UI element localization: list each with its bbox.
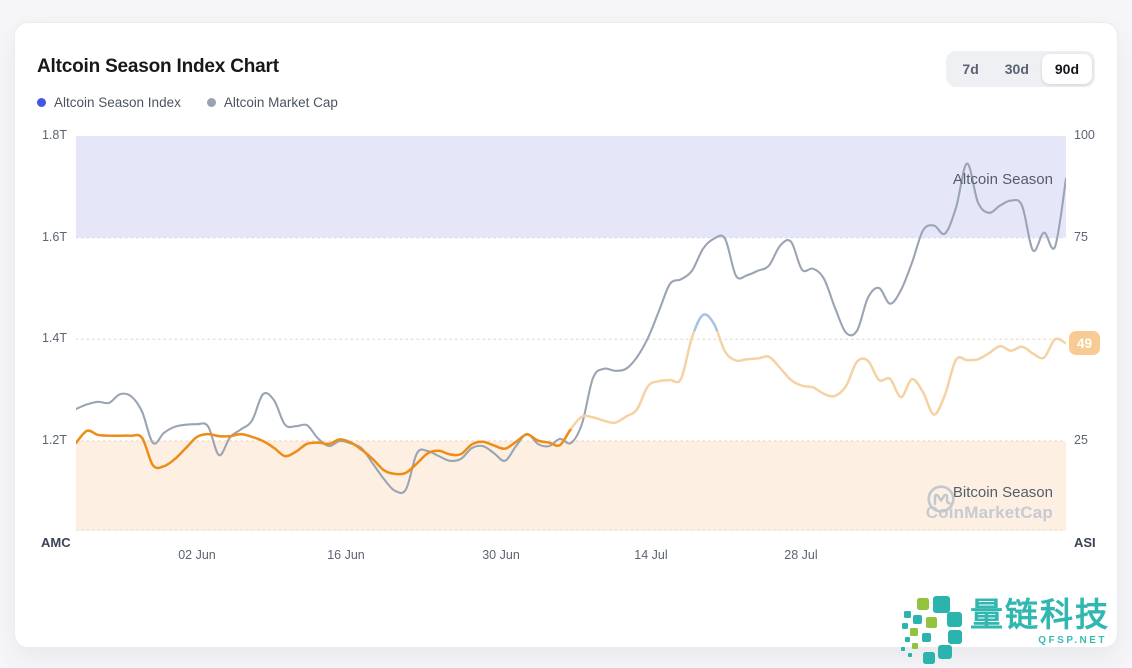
x-tick-label: 14 Jul <box>634 548 668 562</box>
range-button-7d[interactable]: 7d <box>949 54 991 84</box>
chart-legend: Altcoin Season Index Altcoin Market Cap <box>37 95 338 110</box>
chart-canvas <box>76 136 1066 531</box>
x-tick-label: 30 Jun <box>482 548 520 562</box>
site-watermark-subtext: QFSP.NET <box>1038 634 1107 646</box>
page-title: Altcoin Season Index Chart <box>37 56 279 77</box>
legend-item-altcoin-market-cap[interactable]: Altcoin Market Cap <box>206 95 338 110</box>
legend-label: Altcoin Market Cap <box>223 95 338 110</box>
y-axis-right-ticks: 100 75 25 <box>1074 128 1118 531</box>
y-tick-label: 1.8T <box>41 128 67 142</box>
y-tick-label: 1.4T <box>41 331 67 346</box>
legend-dot-marketcap-icon <box>206 98 216 107</box>
legend-label: Altcoin Season Index <box>54 95 181 110</box>
current-value-badge: 49 <box>1069 331 1100 356</box>
legend-dot-index-icon <box>37 98 46 107</box>
site-logo-icon <box>901 596 962 664</box>
chart-plot-area[interactable]: Altcoin Season Bitcoin Season CoinMarket… <box>76 136 1066 531</box>
altcoin-season-zone-label: Altcoin Season <box>952 171 1053 188</box>
y-tick-label: 75 <box>1074 229 1088 244</box>
x-tick-label: 16 Jun <box>327 548 365 562</box>
bitcoin-season-block: Bitcoin Season CoinMarketCap <box>926 484 1053 523</box>
y-axis-left-ticks: 1.8T 1.6T 1.4T 1.2T <box>15 128 67 531</box>
y-tick-label: 1.2T <box>41 432 67 447</box>
right-axis-name: ASI <box>1074 535 1096 550</box>
x-axis-ticks: 02 Jun 16 Jun 30 Jun 14 Jul 28 Jul <box>76 548 1066 566</box>
legend-item-altcoin-season-index[interactable]: Altcoin Season Index <box>37 95 181 110</box>
range-switcher: 7d 30d 90d <box>946 51 1095 87</box>
left-axis-name: AMC <box>41 535 71 550</box>
coinmarketcap-watermark: CoinMarketCap <box>925 485 1053 523</box>
bitcoin-season-zone-label: Bitcoin Season <box>952 484 1053 501</box>
coinmarketcap-watermark-text: CoinMarketCap <box>925 503 1053 522</box>
coinmarketcap-logo-icon <box>927 485 955 513</box>
x-tick-label: 02 Jun <box>178 548 216 562</box>
y-tick-label: 100 <box>1074 128 1095 142</box>
x-tick-label: 28 Jul <box>784 548 818 562</box>
site-watermark-text: 量链科技 <box>970 596 1110 633</box>
site-watermark: 量链科技 QFSP.NET <box>900 595 1110 667</box>
y-tick-label: 1.6T <box>41 229 67 244</box>
range-button-90d[interactable]: 90d <box>1041 54 1092 84</box>
y-tick-label: 25 <box>1074 433 1088 447</box>
range-button-30d[interactable]: 30d <box>992 54 1042 84</box>
chart-card: Altcoin Season Index Chart 7d 30d 90d Al… <box>14 22 1118 648</box>
